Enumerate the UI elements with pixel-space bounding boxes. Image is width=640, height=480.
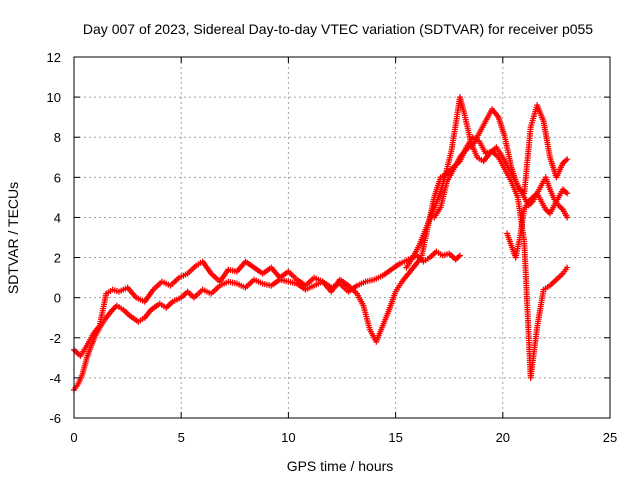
y-tick-label: 0	[54, 291, 61, 306]
x-tick-label: 5	[178, 430, 185, 445]
x-tick-label: 0	[70, 430, 77, 445]
data-point	[564, 264, 571, 271]
y-tick-label: 10	[47, 90, 61, 105]
data-markers	[71, 94, 571, 393]
y-tick-label: 8	[54, 130, 61, 145]
y-tick-label: 12	[47, 50, 61, 65]
x-tick-label: 20	[496, 430, 510, 445]
plot-frame	[73, 56, 611, 419]
y-tick-label: -2	[49, 331, 61, 346]
series-trace-d	[431, 102, 571, 221]
x-tick-label: 25	[603, 430, 617, 445]
x-axis-label: GPS time / hours	[287, 458, 394, 474]
data-point	[564, 214, 571, 221]
data-point	[564, 190, 571, 197]
y-tick-label: 2	[54, 251, 61, 266]
y-tick-label: 4	[54, 210, 61, 225]
data-point	[564, 156, 571, 163]
series-trace-c	[403, 94, 571, 271]
x-tick-label: 15	[388, 430, 402, 445]
x-tick-label: 10	[281, 430, 295, 445]
axis-ticks: 0 5 10 15 20 25 -6 -4 -2 0 2 4 6 8 10 12	[47, 50, 618, 445]
y-tick-label: -4	[49, 371, 61, 386]
y-axis-label: SDTVAR / TECUs	[5, 182, 21, 294]
series-trace-e	[504, 186, 571, 261]
chart-title: Day 007 of 2023, Sidereal Day-to-day VTE…	[83, 21, 593, 37]
y-tick-label: -6	[49, 411, 61, 426]
data-point	[456, 252, 463, 259]
y-tick-label: 6	[54, 170, 61, 185]
